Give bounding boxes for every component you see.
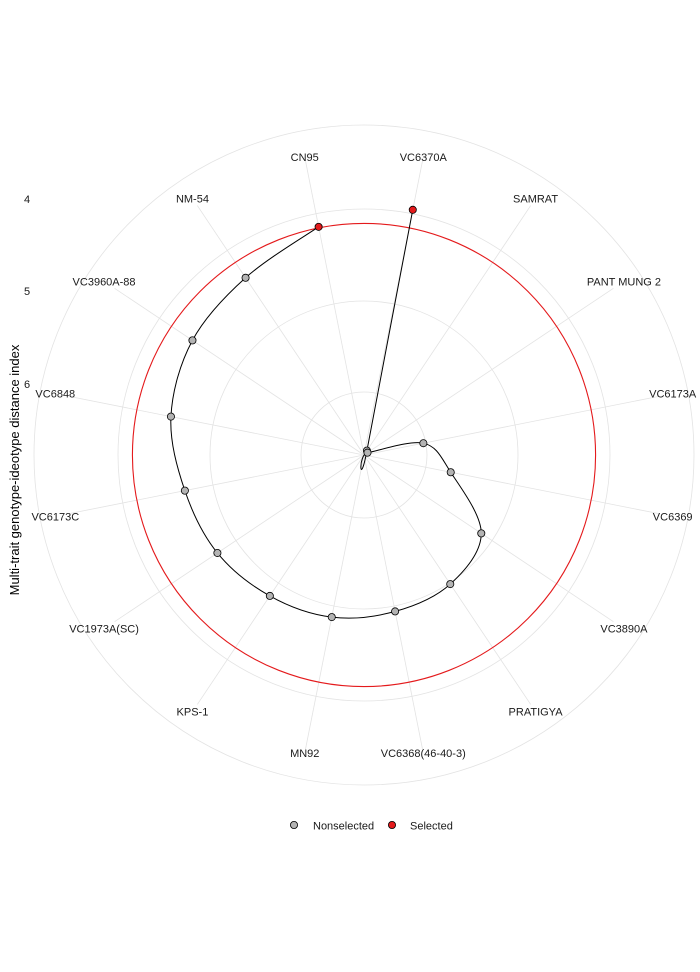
y-axis-title: Multi-trait genotype-ideotype distance i… [7,344,22,595]
data-point-pratigya [446,580,455,589]
spoke [363,396,659,456]
spoke [305,160,365,456]
spoke [363,205,532,456]
spoke [196,454,365,705]
category-label-vc6368-46-40-3-: VC6368(46-40-3) [381,748,466,760]
grid-circle [33,124,695,786]
spoke [69,454,365,514]
data-point-vc6370a [408,205,417,214]
data-point-kps-1 [265,591,274,600]
spoke [363,454,659,514]
category-label-mn92: MN92 [290,748,319,760]
category-label-vc1973a-sc-: VC1973A(SC) [69,624,139,636]
spoke [305,454,365,750]
data-point-vc3890a [477,529,486,538]
category-labels: VC6370A SAMRAT PANT MUNG 2 VC6173A VC6369 VC3… [31,152,696,760]
category-label-pant-mung-2: PANT MUNG 2 [587,276,661,288]
data-point-mn92 [327,613,336,622]
data-point-vc6173a [419,439,428,448]
data-point-vc6848 [166,412,175,421]
data-point-vc3960a-88 [188,336,197,345]
spoke [363,287,614,456]
data-point-nm-54 [241,273,250,282]
data-point-vc6368-46-40-3- [391,607,400,616]
radial-tick-labels: 4 5 6 [24,194,30,391]
points [166,205,486,622]
legend: Nonselected Selected [289,821,453,833]
spoke [363,454,423,750]
data-point-vc1973a-sc- [213,548,222,557]
category-label-vc3960a-88: VC3960A-88 [73,276,136,288]
radial-tick-4: 4 [24,194,30,206]
radial-tick-5: 5 [24,286,30,298]
category-label-vc6369: VC6369 [653,511,693,523]
grid-circle [300,391,428,519]
data-point-cn95 [314,222,323,231]
category-label-samrat: SAMRAT [513,193,558,205]
grid-circle [117,208,611,702]
spoke [114,287,365,456]
spoke [196,205,365,456]
category-label-vc3890a: VC3890A [600,624,648,636]
spokes [69,160,659,750]
legend-marker-selected [387,821,396,830]
spoke [363,454,532,705]
spoke [114,454,365,623]
cutoff-circle [131,222,597,688]
grid [33,124,695,786]
category-label-nm-54: NM-54 [176,193,209,205]
category-label-vc6173c: VC6173C [31,511,79,523]
data-point-vc6369 [446,468,455,477]
legend-marker-nonselected [289,821,298,830]
category-label-cn95: CN95 [291,152,319,164]
spoke [363,454,614,623]
category-label-pratigya: PRATIGYA [509,707,564,719]
radial-tick-6: 6 [24,379,30,391]
category-label-vc6173a: VC6173A [649,389,697,401]
legend-label-selected: Selected [410,821,453,833]
legend-label-nonselected: Nonselected [313,821,374,833]
data-point-pant-mung-2 [363,448,372,457]
category-label-vc6370a: VC6370A [400,152,448,164]
grid-circle [209,300,519,610]
spoke [69,396,365,456]
data-point-vc6173c [180,486,189,495]
category-label-vc6848: VC6848 [35,389,75,401]
category-label-kps-1: KPS-1 [177,707,209,719]
